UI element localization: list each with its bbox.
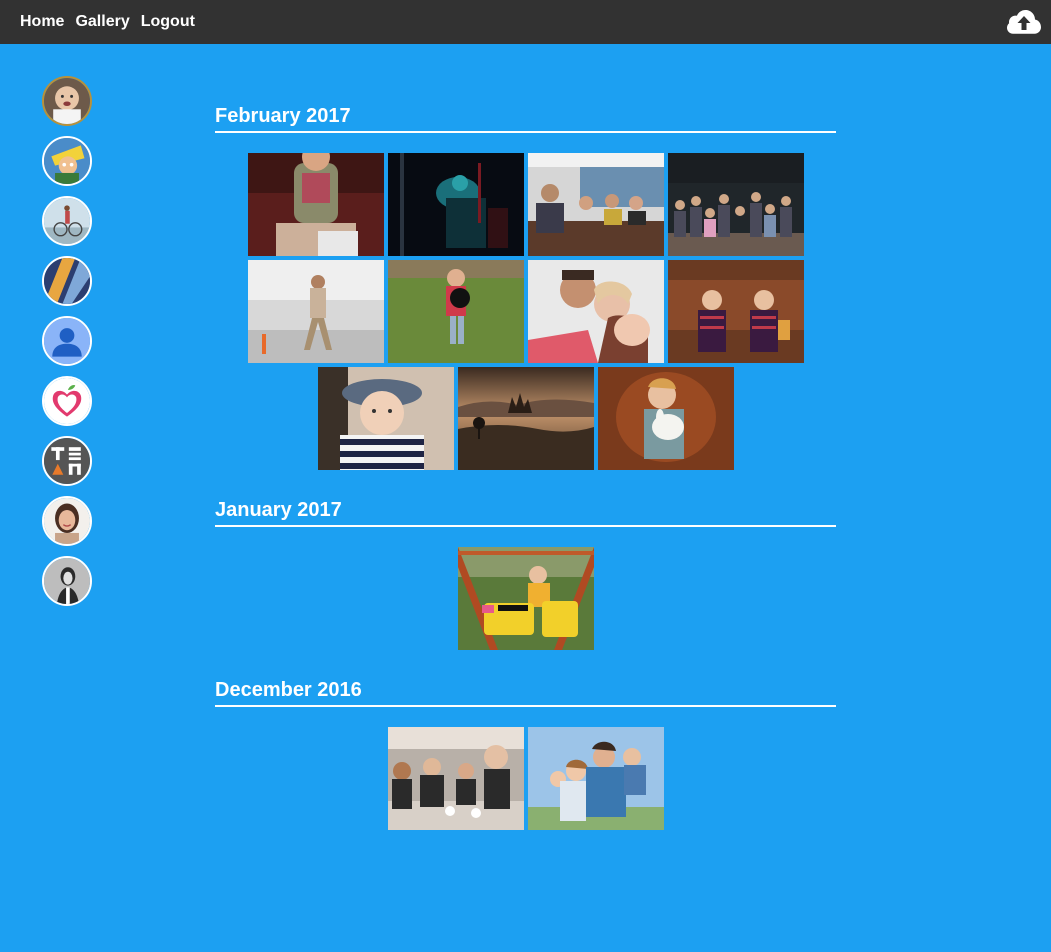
avatar-abstract[interactable] [42, 256, 92, 306]
nav-home-link[interactable]: Home [20, 13, 65, 30]
photo-grid [215, 727, 836, 830]
avatar-bw-portrait[interactable] [42, 556, 92, 606]
avatar-woman[interactable] [42, 496, 92, 546]
photo-grid [215, 153, 836, 470]
avatar-team-logo[interactable] [42, 436, 92, 486]
photo-thumbnail[interactable] [457, 547, 594, 650]
main-nav: Home Gallery Logout [20, 13, 195, 31]
photo-thumbnail[interactable] [527, 153, 664, 256]
avatar-cartoon[interactable] [42, 136, 92, 186]
section-january-2017: January 2017 [215, 499, 836, 650]
photo-grid [215, 547, 836, 650]
photo-thumbnail[interactable] [667, 260, 804, 363]
photo-thumbnail[interactable] [527, 260, 664, 363]
avatar-default-user[interactable] [42, 316, 92, 366]
photo-thumbnail[interactable] [317, 367, 454, 470]
photo-thumbnail[interactable] [457, 367, 594, 470]
top-bar: Home Gallery Logout [0, 0, 1051, 44]
avatar-apple-heart[interactable] [42, 376, 92, 426]
photo-thumbnail[interactable] [247, 153, 384, 256]
avatar-toddler[interactable] [42, 76, 92, 126]
section-title: February 2017 [215, 105, 836, 133]
section-february-2017: February 2017 [215, 105, 836, 470]
photo-thumbnail[interactable] [527, 727, 664, 830]
section-title: December 2016 [215, 679, 836, 707]
nav-gallery-link[interactable]: Gallery [75, 13, 130, 30]
cloud-upload-icon[interactable] [1006, 6, 1042, 38]
section-december-2016: December 2016 [215, 679, 836, 830]
photo-thumbnail[interactable] [247, 260, 384, 363]
photo-thumbnail[interactable] [387, 153, 524, 256]
nav-logout-link[interactable]: Logout [140, 13, 195, 30]
photo-thumbnail[interactable] [387, 727, 524, 830]
photo-thumbnail[interactable] [387, 260, 524, 363]
photo-thumbnail[interactable] [667, 153, 804, 256]
section-title: January 2017 [215, 499, 836, 527]
photo-thumbnail[interactable] [597, 367, 734, 470]
avatar-bicycle[interactable] [42, 196, 92, 246]
sidebar-avatars [42, 76, 94, 616]
